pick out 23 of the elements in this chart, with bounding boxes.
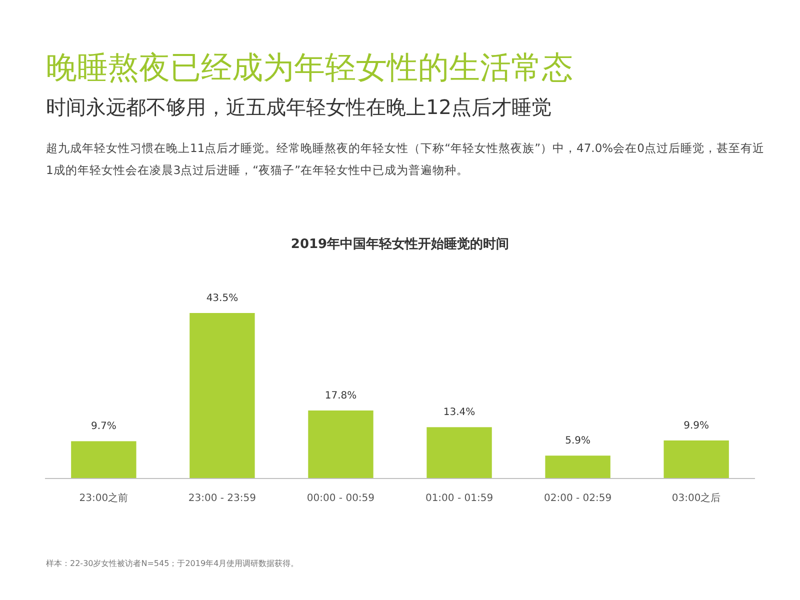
text: 超九成年轻女性习惯在晚上11点后才睡觉。经常晚睡熬夜的年轻女性（下称“年轻女性熬夜族”）中，47.0%会在0点过后睡觉，甚至有近1成的年轻女性会在凌晨3点过后进睡，“夜猫子”在年轻女性中已成为普遍物种。 bbox=[46, 141, 764, 177]
chart-subtitle: 时间永远都不够用，近五成年轻女性在晚上12点后才睡觉 bbox=[46, 95, 552, 119]
chart-title: 晚睡熬夜已经成为年轻女性的生活常态 bbox=[46, 50, 573, 86]
bar bbox=[545, 456, 610, 478]
x-tick-label: 01:00 - 01:59 bbox=[425, 493, 494, 504]
bar bbox=[308, 410, 374, 478]
data-label: 13.4% bbox=[443, 407, 476, 418]
bar bbox=[71, 441, 136, 478]
x-tick-label: 23:00 - 23:59 bbox=[188, 493, 256, 504]
x-tick-label: 00:00 - 00:59 bbox=[306, 493, 375, 504]
bar bbox=[664, 440, 729, 478]
text: 2019年中国年轻女性开始睡觉的时间 bbox=[290, 236, 510, 252]
text: 样本：22-30岁女性被访者N=545；于2019年4月使用调研数据获得。 bbox=[46, 559, 299, 568]
bar bbox=[426, 427, 492, 478]
data-label: 17.8% bbox=[324, 390, 357, 402]
data-label: 43.5% bbox=[206, 293, 238, 304]
data-label: 9.7% bbox=[90, 421, 116, 432]
bar bbox=[190, 313, 255, 478]
x-tick-label: 23:00之前 bbox=[79, 492, 128, 504]
data-label: 5.9% bbox=[565, 436, 590, 447]
x-tick-label: 03:00之后 bbox=[672, 492, 721, 504]
data-label: 9.9% bbox=[684, 420, 710, 432]
x-tick-label: 02:00 - 02:59 bbox=[544, 493, 612, 504]
